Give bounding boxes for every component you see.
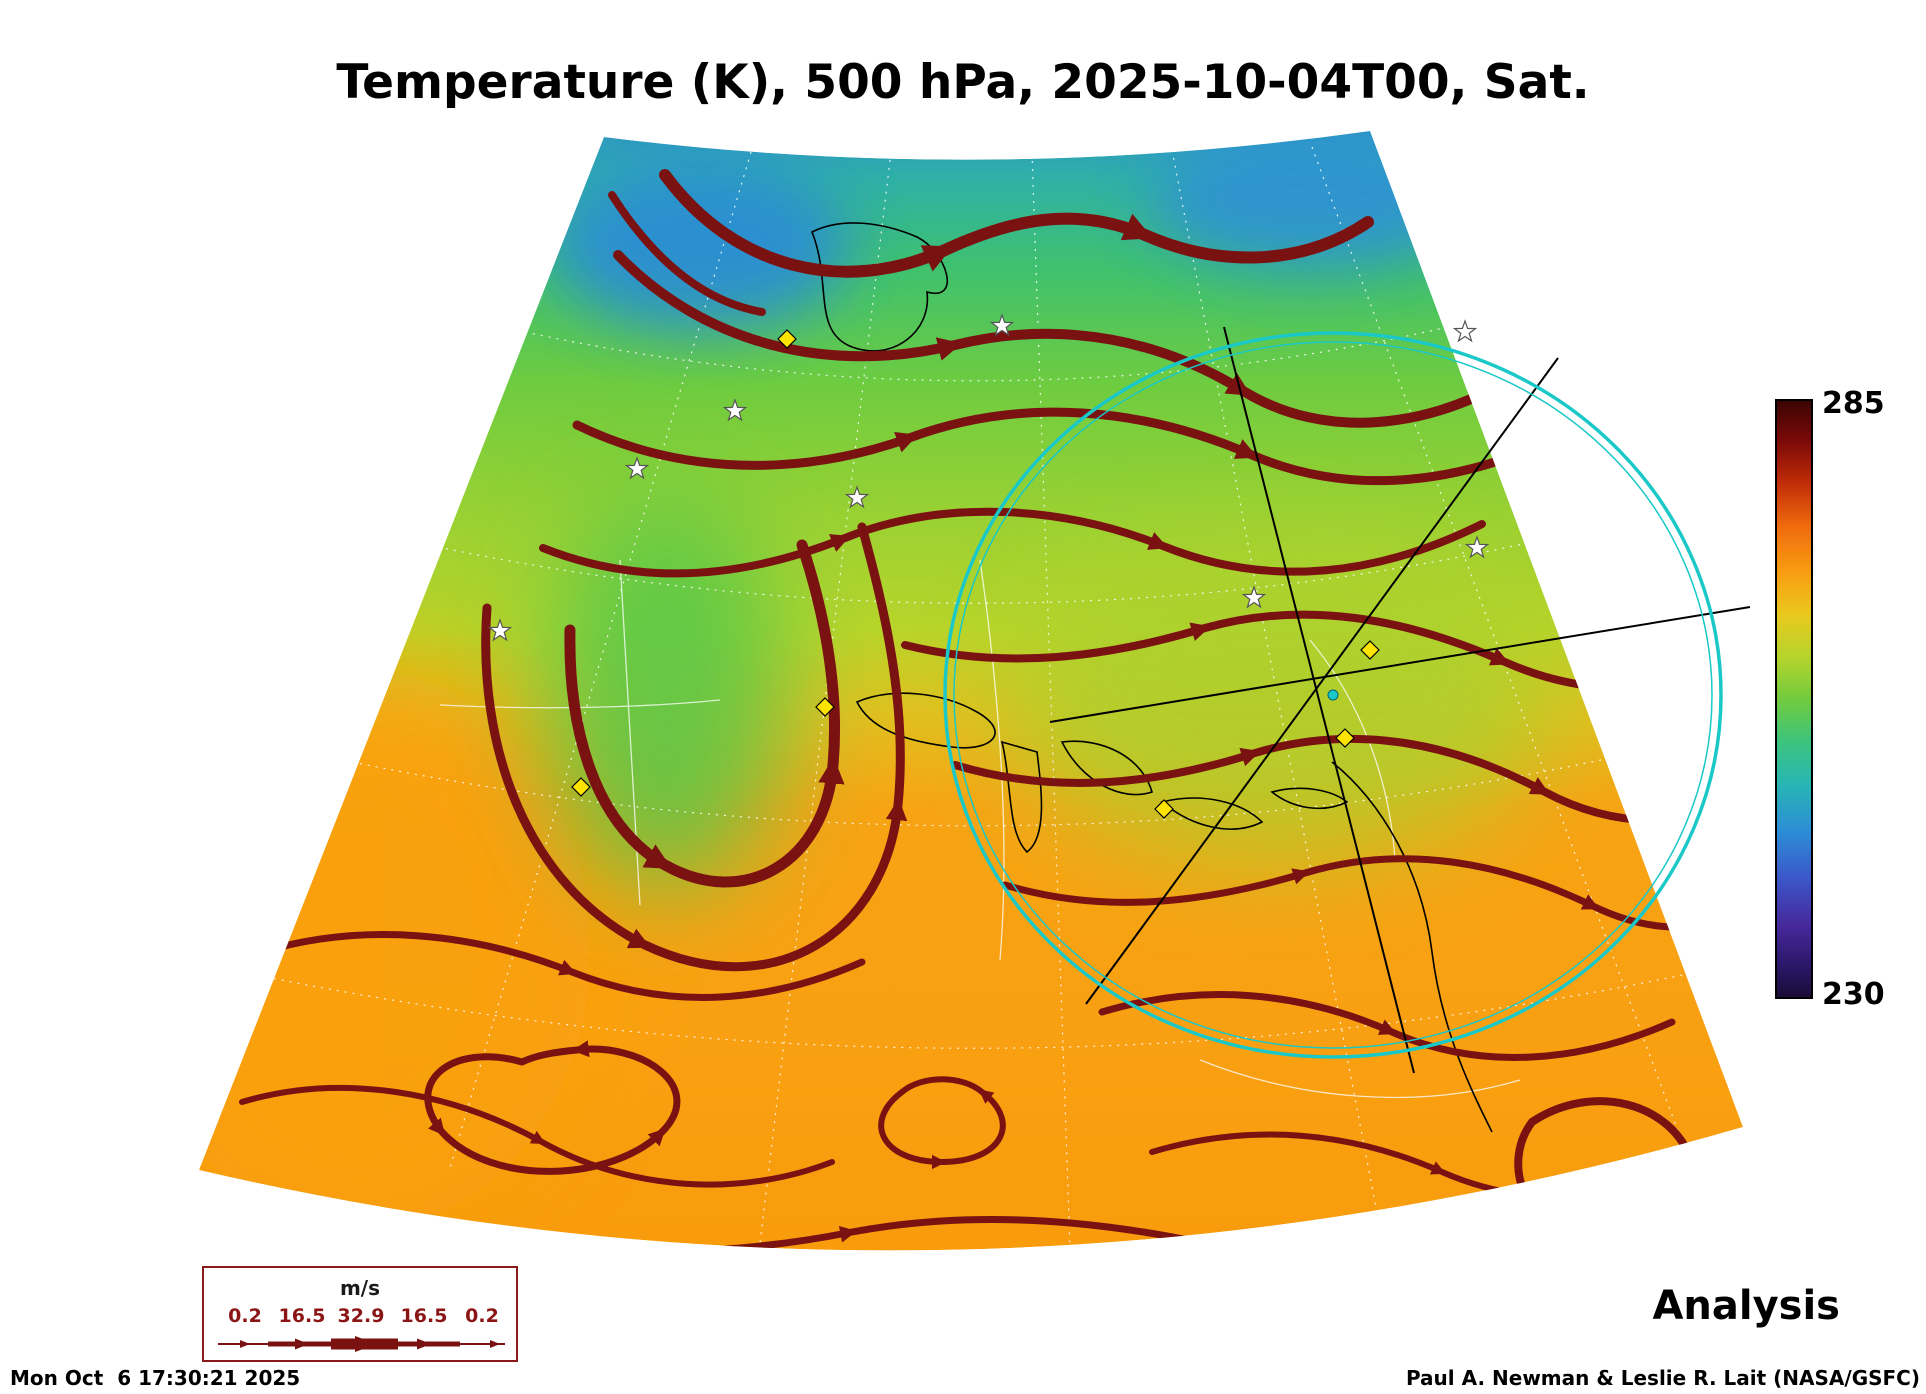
coastlines bbox=[810, 222, 1493, 1133]
colorbar: 285 230 bbox=[1775, 386, 1885, 1012]
legend-arrowhead bbox=[295, 1338, 309, 1350]
chord-line bbox=[1049, 606, 1751, 723]
streamline bbox=[878, 1076, 1006, 1170]
streamline bbox=[539, 507, 1486, 578]
streamline bbox=[258, 931, 866, 1001]
streamline bbox=[572, 407, 1567, 486]
legend-tick-label: 0.2 bbox=[465, 1305, 499, 1327]
ring-center-marker bbox=[1327, 689, 1339, 701]
legend-arrowhead bbox=[417, 1338, 431, 1350]
cold-trough-blob bbox=[545, 490, 785, 890]
legend-units-label: m/s bbox=[340, 1276, 380, 1300]
legend-arrow-scale bbox=[218, 1336, 505, 1352]
streamline bbox=[424, 1040, 681, 1175]
streamline bbox=[481, 522, 908, 972]
colorbar-gradient bbox=[1775, 399, 1813, 999]
streamline bbox=[1098, 991, 1676, 1061]
legend-arrowhead bbox=[240, 1340, 250, 1348]
range-ring-group bbox=[943, 326, 1751, 1074]
legend-tick-label: 32.9 bbox=[338, 1305, 385, 1327]
atlantic-coast-outline bbox=[1331, 761, 1493, 1133]
parallel-line bbox=[265, 971, 1698, 1049]
chord-line bbox=[1223, 326, 1415, 1074]
star-marker bbox=[1453, 320, 1477, 342]
legend-arrowhead bbox=[355, 1336, 377, 1352]
border-line bbox=[439, 699, 721, 709]
parallel-line bbox=[437, 541, 1533, 604]
streamline bbox=[613, 250, 1510, 428]
parallel-line bbox=[524, 326, 1449, 382]
footer-credit: Paul A. Newman & Leslie R. Lait (NASA/GS… bbox=[1405, 1366, 1920, 1390]
streamline bbox=[608, 191, 766, 316]
streamline bbox=[1456, 236, 1699, 283]
lake-huron-outline bbox=[1060, 740, 1153, 796]
coast-line-white bbox=[1199, 1059, 1521, 1099]
streamline bbox=[239, 1084, 835, 1188]
warm-ridge-blob bbox=[199, 670, 590, 1230]
meridian-line bbox=[1031, 152, 1071, 1249]
river-line bbox=[979, 559, 1005, 961]
colorbar-max-label: 285 bbox=[1822, 386, 1885, 421]
green-lobe-blob bbox=[1010, 540, 1550, 860]
analysis-label: Analysis bbox=[1652, 1283, 1840, 1329]
range-ring-outer bbox=[943, 331, 1723, 1059]
colorbar-min-label: 230 bbox=[1822, 977, 1885, 1012]
cold-pool-nw-blob bbox=[550, 160, 850, 330]
legend-tick-label: 16.5 bbox=[279, 1305, 326, 1327]
range-ring-inner bbox=[953, 341, 1713, 1049]
legend-tick-label: 16.5 bbox=[401, 1305, 448, 1327]
footer-timestamp: Mon Oct 6 17:30:21 2025 bbox=[10, 1366, 301, 1390]
chord-line bbox=[1085, 357, 1559, 1005]
wind-speed-legend: m/s 0.2 16.5 32.9 16.5 0.2 bbox=[202, 1266, 518, 1362]
lake-erie-outline bbox=[1160, 797, 1264, 830]
hudson-bay-outline bbox=[810, 222, 949, 352]
legend-tick-label: 0.2 bbox=[228, 1305, 262, 1327]
streamline bbox=[659, 169, 1374, 278]
page-title: Temperature (K), 500 hPa, 2025-10-04T00,… bbox=[336, 55, 1590, 110]
legend-arrowhead bbox=[490, 1340, 500, 1348]
